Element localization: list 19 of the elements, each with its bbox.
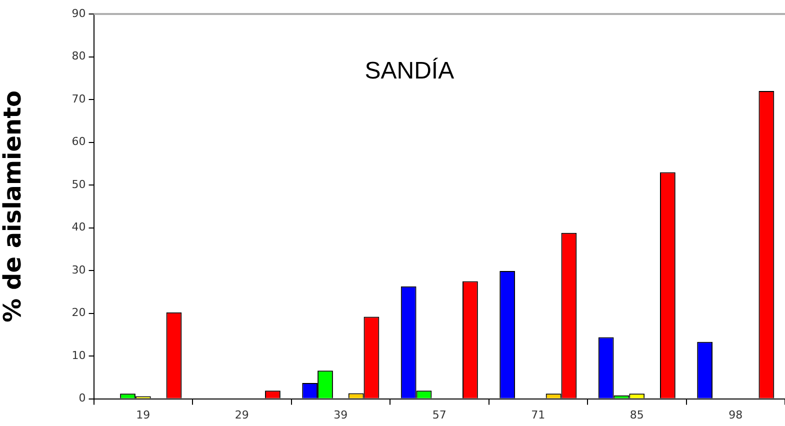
y-tick-label: 90 [72,6,86,20]
x-tick-label: 71 [531,408,546,422]
y-tick-label: 40 [72,220,86,234]
y-tick-label: 60 [72,135,86,148]
y-tick-label: 0 [78,392,86,405]
x-tick-label: 19 [136,408,150,422]
x-tick-label: 29 [234,408,249,422]
y-axis-title: % de aislamiento [0,90,27,322]
y-tick-label: 50 [72,178,86,191]
y-tick-label: 80 [72,50,86,63]
x-tick-label: 57 [432,408,446,422]
y-tick-label: 20 [72,306,86,320]
y-tick-label: 30 [72,263,86,276]
x-tick-label: 85 [630,408,644,422]
x-tick-label: 39 [334,408,348,422]
y-tick-label: 70 [72,92,86,106]
text: SANDÍA [364,58,454,85]
x-tick-label: 98 [728,408,743,422]
y-tick-label: 10 [72,348,86,362]
